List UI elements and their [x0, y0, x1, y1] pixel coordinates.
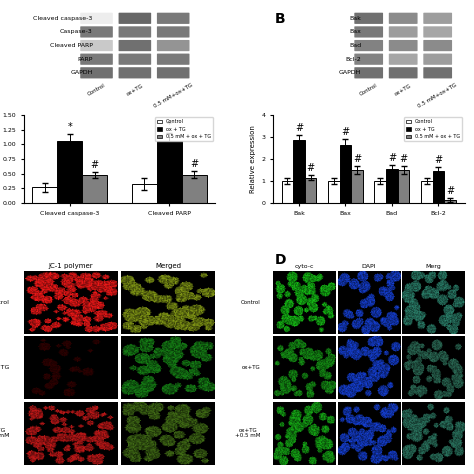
Text: Bak: Bak	[349, 16, 361, 21]
FancyBboxPatch shape	[355, 54, 383, 65]
FancyBboxPatch shape	[80, 13, 113, 24]
FancyBboxPatch shape	[80, 67, 113, 78]
FancyBboxPatch shape	[80, 27, 113, 37]
Text: PARP: PARP	[77, 57, 93, 62]
Text: Control: Control	[0, 300, 9, 305]
FancyBboxPatch shape	[389, 27, 418, 37]
Bar	[305, 178, 317, 203]
Bar	[132, 184, 157, 203]
Text: Bad: Bad	[349, 43, 361, 48]
Text: 0.5 mM+ox+TG: 0.5 mM+ox+TG	[153, 83, 193, 109]
Text: Caspase-3: Caspase-3	[60, 29, 93, 35]
Text: *: *	[67, 122, 72, 132]
Bar	[386, 169, 398, 203]
Text: Control: Control	[359, 83, 379, 97]
Text: ox+TG
+0.5 mM: ox+TG +0.5 mM	[0, 428, 9, 438]
FancyBboxPatch shape	[423, 27, 452, 37]
FancyBboxPatch shape	[118, 27, 151, 37]
Y-axis label: Relative expression: Relative expression	[250, 125, 255, 193]
Bar	[351, 170, 363, 203]
Bar	[32, 187, 57, 203]
Bar	[157, 141, 182, 203]
Text: *: *	[167, 120, 172, 130]
Text: #: #	[307, 164, 315, 173]
Text: #: #	[446, 186, 454, 196]
Bar	[421, 181, 433, 203]
Text: GAPDH: GAPDH	[70, 70, 93, 75]
FancyBboxPatch shape	[118, 13, 151, 24]
Text: ox+TG: ox+TG	[242, 365, 260, 370]
Text: Control: Control	[241, 300, 260, 305]
FancyBboxPatch shape	[423, 67, 452, 78]
Bar	[282, 181, 293, 203]
Title: JC-1 polymer: JC-1 polymer	[48, 263, 93, 269]
Legend: Control, ox + TG, 0.5 mM + ox + TG: Control, ox + TG, 0.5 mM + ox + TG	[404, 118, 462, 141]
Text: Bcl-2: Bcl-2	[345, 57, 361, 62]
Text: #: #	[295, 123, 303, 133]
Title: Merged: Merged	[155, 263, 182, 269]
FancyBboxPatch shape	[389, 40, 418, 51]
FancyBboxPatch shape	[389, 67, 418, 78]
Bar	[82, 175, 107, 203]
FancyBboxPatch shape	[157, 13, 190, 24]
FancyBboxPatch shape	[157, 67, 190, 78]
Bar	[293, 140, 305, 203]
FancyBboxPatch shape	[423, 54, 452, 65]
Bar	[433, 171, 444, 203]
Text: ox+TG
+0.5 mM: ox+TG +0.5 mM	[235, 428, 260, 438]
Bar	[444, 200, 456, 203]
FancyBboxPatch shape	[80, 40, 113, 51]
Text: Cleaved caspase-3: Cleaved caspase-3	[33, 16, 93, 21]
Bar	[340, 145, 351, 203]
Text: 0.5 mM+ox+TG: 0.5 mM+ox+TG	[417, 83, 458, 109]
Text: ox+TG: ox+TG	[126, 83, 144, 97]
FancyBboxPatch shape	[355, 40, 383, 51]
FancyBboxPatch shape	[423, 13, 452, 24]
Text: #: #	[91, 160, 99, 170]
Text: Cleaved PARP: Cleaved PARP	[50, 43, 93, 48]
Bar	[57, 141, 82, 203]
Text: #: #	[341, 127, 349, 137]
Text: #: #	[353, 155, 361, 164]
FancyBboxPatch shape	[118, 67, 151, 78]
Text: Bax: Bax	[349, 29, 361, 35]
Text: #: #	[190, 159, 198, 169]
FancyBboxPatch shape	[157, 40, 190, 51]
FancyBboxPatch shape	[118, 54, 151, 65]
Text: #: #	[388, 153, 396, 163]
Text: #: #	[400, 155, 408, 164]
Text: #: #	[434, 155, 442, 165]
FancyBboxPatch shape	[355, 13, 383, 24]
FancyBboxPatch shape	[80, 54, 113, 65]
Bar	[374, 181, 386, 203]
FancyBboxPatch shape	[118, 40, 151, 51]
Text: B: B	[275, 12, 285, 26]
Bar	[328, 181, 340, 203]
FancyBboxPatch shape	[423, 40, 452, 51]
Title: cyto-c: cyto-c	[294, 264, 314, 269]
Title: DAPI: DAPI	[362, 264, 376, 269]
FancyBboxPatch shape	[355, 27, 383, 37]
FancyBboxPatch shape	[157, 54, 190, 65]
Text: ox+TG: ox+TG	[0, 365, 9, 370]
FancyBboxPatch shape	[389, 13, 418, 24]
Legend: Control, ox + TG, 0.5 mM + ox + TG: Control, ox + TG, 0.5 mM + ox + TG	[155, 118, 213, 141]
Bar	[182, 175, 207, 203]
Text: D: D	[275, 253, 286, 267]
Title: Merg: Merg	[426, 264, 441, 269]
Text: GAPDH: GAPDH	[338, 70, 361, 75]
Text: ox+TG: ox+TG	[394, 83, 412, 97]
Text: Control: Control	[87, 83, 106, 97]
FancyBboxPatch shape	[355, 67, 383, 78]
FancyBboxPatch shape	[157, 27, 190, 37]
Bar	[398, 170, 410, 203]
FancyBboxPatch shape	[389, 54, 418, 65]
